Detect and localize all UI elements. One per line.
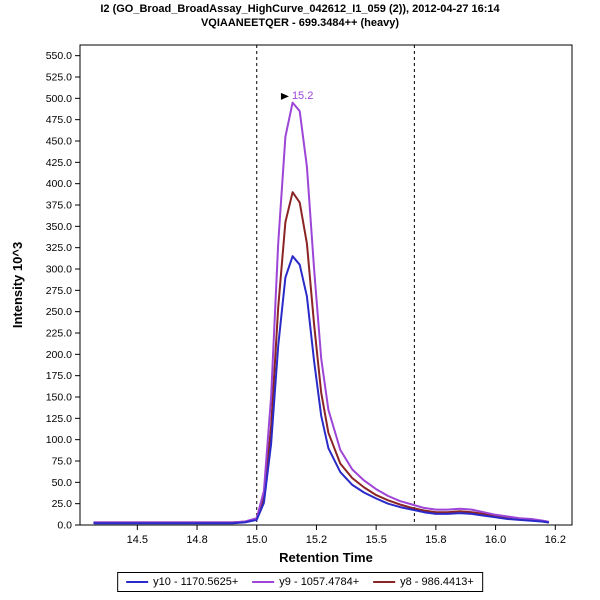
- x-tick-label: 14.8: [186, 534, 207, 546]
- x-tick-label: 16.2: [545, 534, 566, 546]
- legend-item-y8: y8 - 986.4413+: [373, 576, 474, 588]
- y-tick-label: 300.0: [46, 264, 72, 276]
- peak-rt-annotation: 15.2: [292, 90, 313, 102]
- y-tick-label: 0.0: [57, 520, 72, 532]
- trace-y10[interactable]: [93, 255, 550, 525]
- legend-item-y9: y9 - 1057.4784+: [252, 576, 359, 588]
- x-tick-label: 15.5: [365, 534, 386, 546]
- chromatogram-plot[interactable]: 0.0 25.0 50.0 75.0 100.0 125.0 150.0 175.0 200.0…: [0, 32, 600, 570]
- y8-line-swatch: [373, 581, 396, 583]
- x-tick-label: 15.2: [306, 534, 327, 546]
- y9-line-swatch: [252, 581, 275, 583]
- y10-line-swatch: [126, 581, 149, 583]
- plot-area-border: [79, 44, 573, 526]
- legend-item-y10: y10 - 1170.5625+: [126, 576, 238, 588]
- y-tick-label: 175.0: [46, 370, 72, 382]
- chart-subtitle: VQIAANEETQER - 699.3484++ (heavy): [200, 16, 400, 29]
- legend: y10 - 1170.5625+ y9 - 1057.4784+ y8 - 98…: [117, 572, 483, 592]
- legend-label-y10: y10 - 1170.5625+: [153, 576, 239, 588]
- x-tick-label: 15.0: [246, 534, 267, 546]
- x-tick-label: 14.5: [127, 534, 148, 546]
- y-tick-label: 325.0: [46, 242, 72, 254]
- chart-title: I2 (GO_Broad_BroadAssay_HighCurve_042612…: [100, 3, 500, 15]
- legend-label-y8: y8 - 986.4413+: [400, 576, 474, 588]
- y-tick-label: 225.0: [46, 328, 72, 340]
- y-tick-label: 525.0: [46, 72, 72, 84]
- y-tick-label: 50.0: [52, 477, 73, 489]
- y-tick-label: 500.0: [46, 93, 72, 105]
- x-tick-label: 16.0: [485, 534, 506, 546]
- y-tick-label: 450.0: [46, 136, 72, 148]
- y-axis-title: Intensity 10^3: [10, 242, 25, 328]
- legend-label-y9: y9 - 1057.4784+: [279, 576, 360, 588]
- y-tick-label: 75.0: [52, 456, 73, 468]
- y-tick-label: 475.0: [46, 114, 72, 126]
- y-tick-label: 425.0: [46, 157, 72, 169]
- y-tick-label: 25.0: [52, 498, 73, 510]
- chart-title-block: I2 (GO_Broad_BroadAssay_HighCurve_042612…: [0, 3, 600, 31]
- y-tick-label: 350.0: [46, 221, 72, 233]
- y-tick-label: 275.0: [46, 285, 72, 297]
- y-tick-label: 150.0: [46, 392, 72, 404]
- y-tick-label: 375.0: [46, 200, 72, 212]
- y-tick-label: 125.0: [46, 413, 72, 425]
- y-tick-label: 250.0: [46, 306, 72, 318]
- x-tick-label: 15.8: [425, 534, 446, 546]
- y-tick-label: 550.0: [46, 50, 72, 62]
- peak-apex-arrow-icon: [280, 92, 289, 100]
- x-axis-title: Retention Time: [279, 550, 373, 565]
- y-tick-label: 400.0: [46, 178, 72, 190]
- y-tick-label: 200.0: [46, 349, 72, 361]
- y-tick-label: 100.0: [46, 434, 72, 446]
